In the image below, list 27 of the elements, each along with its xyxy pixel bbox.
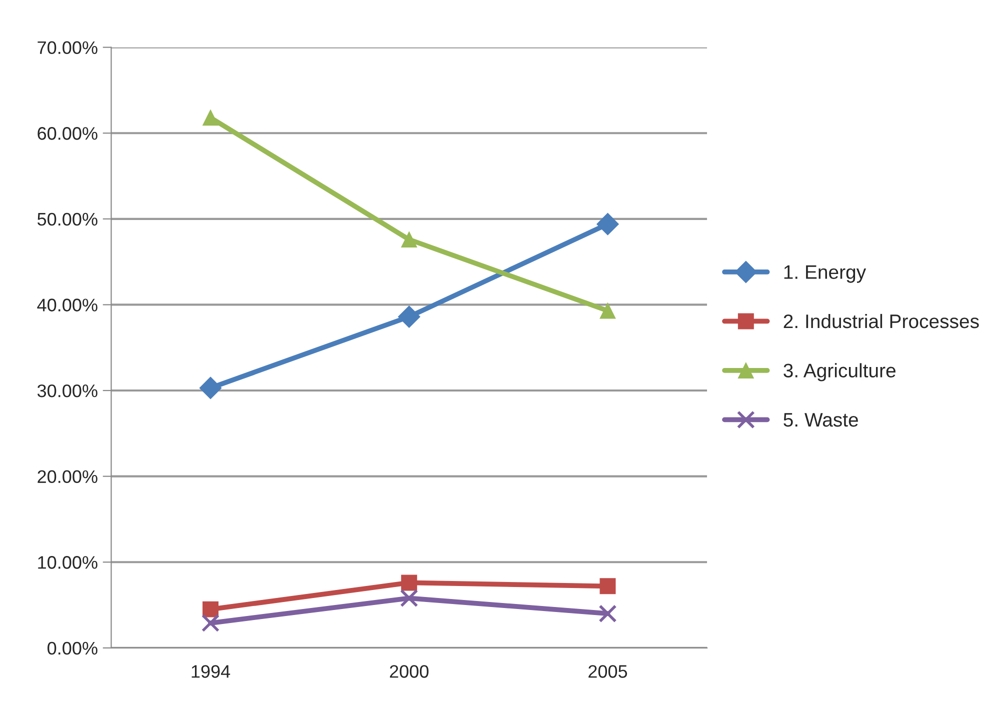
y-tick-label: 70.00% [38,41,98,54]
point [401,232,418,248]
y-tick-label: 50.00% [38,212,98,226]
x-tick-label: 2005 [588,665,628,678]
point [600,578,616,594]
x-tick-label: 2000 [390,665,428,678]
point [600,302,616,319]
point [201,614,220,632]
y-tick-label: 30.00% [37,384,98,398]
x-tick-label: 1994 [192,665,230,678]
y-tick-label: 0.00% [48,642,98,655]
point [199,376,222,400]
y-tick-label: 40.00% [37,298,98,312]
point [598,604,617,623]
y-tick-label: 60.00% [38,127,98,140]
point [202,110,219,126]
point [398,306,420,328]
y-tick-label: 20.00% [38,470,98,484]
legend-label: 2. Industrial Processes [784,314,979,328]
legend-label: 1. Energy [784,265,866,283]
point [400,589,418,608]
legend-label: 3. Agriculture [784,363,896,382]
legend-label: 5. Waste [784,413,858,427]
y-tick-label: 10.00% [38,556,98,569]
point [596,212,619,236]
point [401,574,418,591]
point [202,601,219,618]
